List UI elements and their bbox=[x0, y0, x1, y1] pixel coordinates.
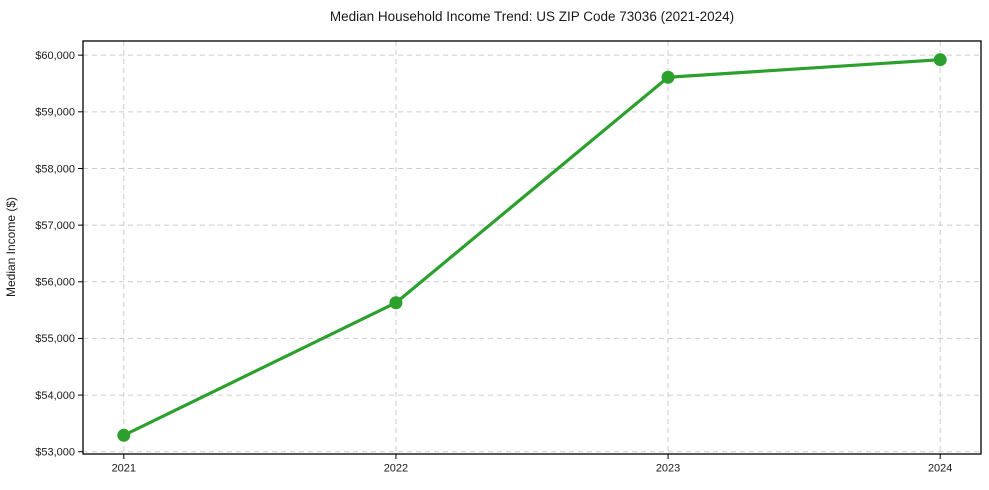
y-tick-label: $57,000 bbox=[35, 220, 75, 232]
y-tick-label: $56,000 bbox=[35, 277, 75, 289]
trend-line bbox=[122, 58, 942, 437]
data-point-marker bbox=[389, 296, 403, 310]
data-point-marker bbox=[933, 53, 947, 67]
x-tick-label: 2021 bbox=[112, 463, 136, 475]
y-tick-label: $58,000 bbox=[35, 163, 75, 175]
y-tick-label: $55,000 bbox=[35, 333, 75, 345]
y-axis-label: Median Income ($) bbox=[4, 197, 18, 297]
y-tick-label: $54,000 bbox=[35, 390, 75, 402]
plot-border bbox=[82, 40, 982, 455]
data-point-marker bbox=[117, 428, 131, 442]
x-tick-label: 2022 bbox=[384, 463, 408, 475]
chart-generated-layer: $53,000 $54,000 $55,000 $56,000 $57,000 $58,0… bbox=[35, 40, 982, 475]
x-tick-label: 2023 bbox=[656, 463, 680, 475]
y-tick-label: $60,000 bbox=[35, 50, 75, 62]
chart-title: Median Household Income Trend: US ZIP Co… bbox=[330, 9, 734, 24]
data-point-marker bbox=[661, 70, 675, 84]
x-tick-label: 2024 bbox=[928, 463, 952, 475]
y-tick-label: $53,000 bbox=[35, 447, 75, 459]
y-tick-label: $59,000 bbox=[35, 107, 75, 119]
